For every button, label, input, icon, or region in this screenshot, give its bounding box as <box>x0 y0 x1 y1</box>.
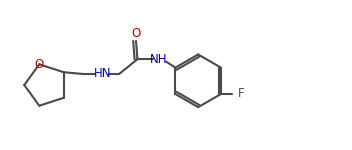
Text: O: O <box>34 58 44 71</box>
Text: HN: HN <box>94 68 111 80</box>
Text: NH: NH <box>150 53 167 66</box>
Text: O: O <box>131 27 141 40</box>
Text: F: F <box>238 87 244 100</box>
